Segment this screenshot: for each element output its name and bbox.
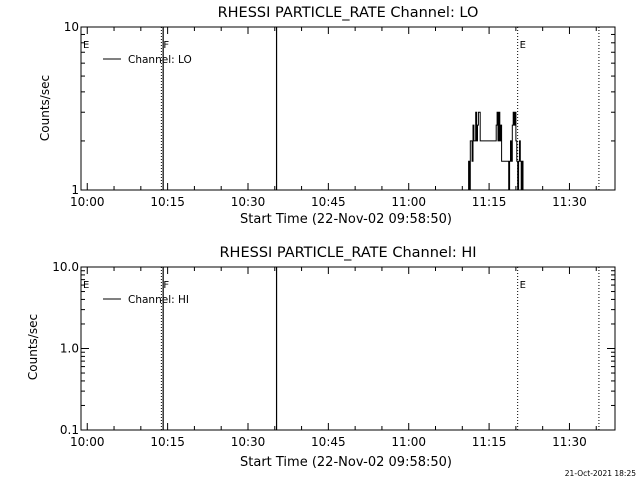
- x-tick-label: 11:00: [391, 435, 426, 449]
- y-axis-label: Counts/sec: [38, 75, 52, 141]
- event-marker-label: E: [520, 40, 526, 51]
- panel-lo: RHESSI PARTICLE_RATE Channel: LO Counts/…: [38, 5, 616, 227]
- x-tick-label: 10:30: [231, 195, 266, 209]
- y-tick-label: 10: [64, 20, 79, 34]
- legend-entry: Channel: LO: [128, 54, 192, 66]
- x-tick-label: 11:15: [472, 435, 507, 449]
- x-tick-label: 10:00: [70, 435, 105, 449]
- y-tick-label: 1: [71, 183, 79, 197]
- plot-marks: 10:00 10:15 10:30 10:45 11:00 11:15 11:30 1 10 E F…: [64, 20, 616, 209]
- x-tick-label: 10:00: [70, 195, 105, 209]
- y-tick-label: 1.0: [60, 342, 79, 356]
- y-tick-label: 0.1: [60, 423, 79, 437]
- x-tick-label: 10:15: [150, 195, 185, 209]
- x-tick-label: 11:15: [472, 195, 507, 209]
- panel-hi: RHESSI PARTICLE_RATE Channel: HI Counts/…: [26, 245, 616, 470]
- event-marker-label: F: [163, 280, 169, 291]
- y-axis-label: Counts/sec: [26, 314, 40, 380]
- x-tick-label: 10:30: [231, 435, 266, 449]
- chart-title: RHESSI PARTICLE_RATE Channel: LO: [218, 5, 479, 21]
- chart-title: RHESSI PARTICLE_RATE Channel: HI: [219, 245, 476, 261]
- y-tick-label: 10.0: [52, 260, 79, 274]
- event-marker-label: E: [83, 280, 89, 291]
- x-tick-label: 10:15: [150, 435, 185, 449]
- event-marker-label: E: [520, 280, 526, 291]
- timestamp-footer: 21-Oct-2021 18:25: [565, 469, 636, 478]
- x-axis-label: Start Time (22-Nov-02 09:58:50): [240, 455, 452, 470]
- x-tick-label: 10:45: [311, 195, 346, 209]
- legend-entry: Channel: HI: [128, 294, 189, 306]
- x-tick-label: 11:30: [552, 435, 587, 449]
- x-tick-label: 10:45: [311, 435, 346, 449]
- series-line: [466, 111, 527, 191]
- x-tick-label: 11:30: [552, 195, 587, 209]
- plot-marks: 10:00 10:15 10:30 10:45 11:00 11:15 11:30 0.1 1.…: [52, 260, 616, 449]
- event-marker-label: E: [83, 40, 89, 51]
- x-tick-label: 11:00: [391, 195, 426, 209]
- event-marker-label: F: [163, 40, 169, 51]
- x-axis-label: Start Time (22-Nov-02 09:58:50): [240, 212, 452, 227]
